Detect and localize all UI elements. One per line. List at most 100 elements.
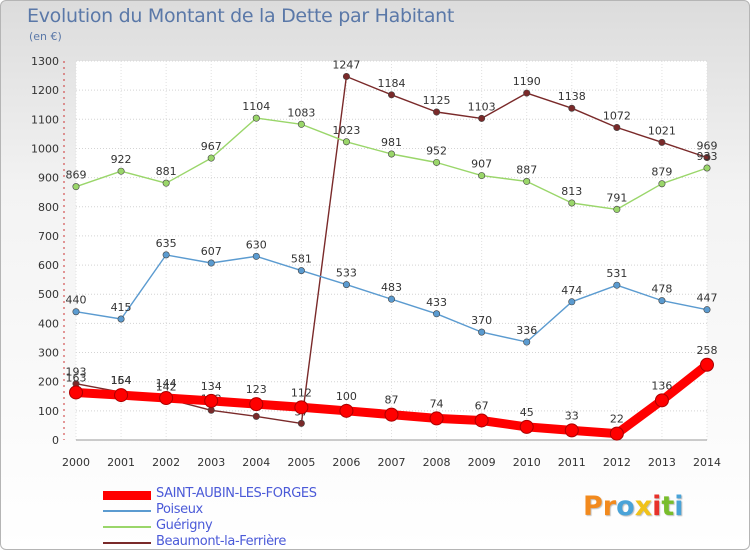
data-label: 791: [606, 191, 627, 204]
data-label: 952: [426, 144, 447, 157]
data-point: [252, 114, 260, 122]
data-label: 1125: [423, 94, 451, 107]
data-label: 981: [381, 136, 402, 149]
data-label: 336: [516, 324, 537, 337]
x-tick-label: 2013: [648, 456, 676, 469]
x-tick-label: 2001: [107, 456, 135, 469]
y-tick-label: 800: [38, 201, 59, 214]
data-label: 370: [471, 314, 492, 327]
data-label: 164: [111, 374, 132, 387]
y-tick-label: 900: [38, 172, 59, 185]
data-label: 922: [111, 153, 132, 166]
data-label: 87: [385, 394, 399, 407]
data-label: 969: [697, 139, 718, 152]
data-label: 635: [156, 237, 177, 250]
data-label: 869: [66, 169, 87, 182]
data-point: [339, 403, 354, 418]
data-point: [387, 295, 395, 303]
data-point: [523, 89, 531, 97]
data-point: [72, 183, 80, 191]
data-label: 478: [651, 283, 672, 296]
logo-letter: x: [634, 491, 653, 522]
data-label: 1103: [468, 100, 496, 113]
data-label: 607: [201, 245, 222, 258]
y-tick-label: 1300: [31, 55, 59, 68]
data-label: 258: [697, 344, 718, 357]
x-tick-label: 2005: [287, 456, 315, 469]
data-point: [162, 251, 170, 259]
data-point: [252, 252, 260, 260]
data-point: [297, 267, 305, 275]
x-tick-label: 2014: [693, 456, 721, 469]
x-tick-label: 2009: [468, 456, 496, 469]
data-point: [564, 423, 579, 438]
data-point: [613, 123, 621, 131]
data-label: 415: [111, 301, 132, 314]
logo-letter: o: [616, 491, 635, 522]
data-point: [654, 393, 669, 408]
chart-title: Evolution du Montant de la Dette par Hab…: [27, 5, 455, 27]
data-point: [72, 308, 80, 316]
data-label: 136: [651, 379, 672, 392]
data-label: 142: [156, 381, 177, 394]
data-point: [384, 407, 399, 422]
data-point: [700, 357, 714, 372]
data-label: 1184: [378, 77, 406, 90]
data-point: [703, 306, 711, 314]
logo-letter: t: [661, 491, 675, 522]
data-label: 45: [520, 406, 534, 419]
y-tick-label: 200: [38, 376, 59, 389]
y-tick-label: 100: [38, 405, 59, 418]
data-point: [478, 172, 486, 180]
legend-swatch: [103, 526, 151, 528]
data-label: 1190: [513, 75, 541, 88]
data-label: 813: [561, 185, 582, 198]
data-label: 474: [561, 284, 582, 297]
data-point: [478, 114, 486, 122]
logo-letter: i: [652, 491, 662, 522]
data-point: [568, 104, 576, 112]
data-label: 1104: [242, 100, 270, 113]
x-tick-label: 2011: [558, 456, 586, 469]
data-point: [204, 393, 219, 408]
data-label: 967: [201, 140, 222, 153]
data-label: 433: [426, 296, 447, 309]
legend-label: Poiseux: [156, 502, 203, 517]
data-point: [297, 120, 305, 128]
data-label: 630: [246, 238, 267, 251]
data-point: [613, 281, 621, 289]
data-label: 193: [66, 366, 87, 379]
data-point: [249, 397, 264, 412]
data-point: [207, 154, 215, 162]
y-tick-label: 300: [38, 347, 59, 360]
data-point: [429, 411, 444, 426]
data-label: 1072: [603, 109, 631, 122]
data-label: 123: [246, 383, 267, 396]
data-point: [207, 406, 215, 414]
x-tick-label: 2006: [332, 456, 360, 469]
data-label: 22: [610, 413, 624, 426]
data-point: [519, 419, 534, 434]
data-label: 447: [697, 292, 718, 305]
data-point: [703, 153, 711, 161]
data-label: 100: [336, 390, 357, 403]
data-point: [433, 158, 441, 166]
data-label: 887: [516, 163, 537, 176]
x-tick-label: 2007: [378, 456, 406, 469]
data-point: [568, 199, 576, 207]
y-tick-label: 500: [38, 288, 59, 301]
data-label: 879: [651, 166, 672, 179]
data-label: 1023: [332, 124, 360, 137]
data-point: [658, 138, 666, 146]
data-label: 440: [66, 294, 87, 307]
data-label: 163: [66, 371, 87, 384]
data-label: 531: [606, 267, 627, 280]
data-point: [252, 412, 260, 420]
legend-label: Beaumont-la-Ferrière: [156, 534, 286, 549]
data-label: 483: [381, 281, 402, 294]
logo-letter: P: [583, 491, 603, 522]
data-point: [658, 297, 666, 305]
data-label: 1021: [648, 124, 676, 137]
logo-letter: i: [674, 491, 684, 522]
